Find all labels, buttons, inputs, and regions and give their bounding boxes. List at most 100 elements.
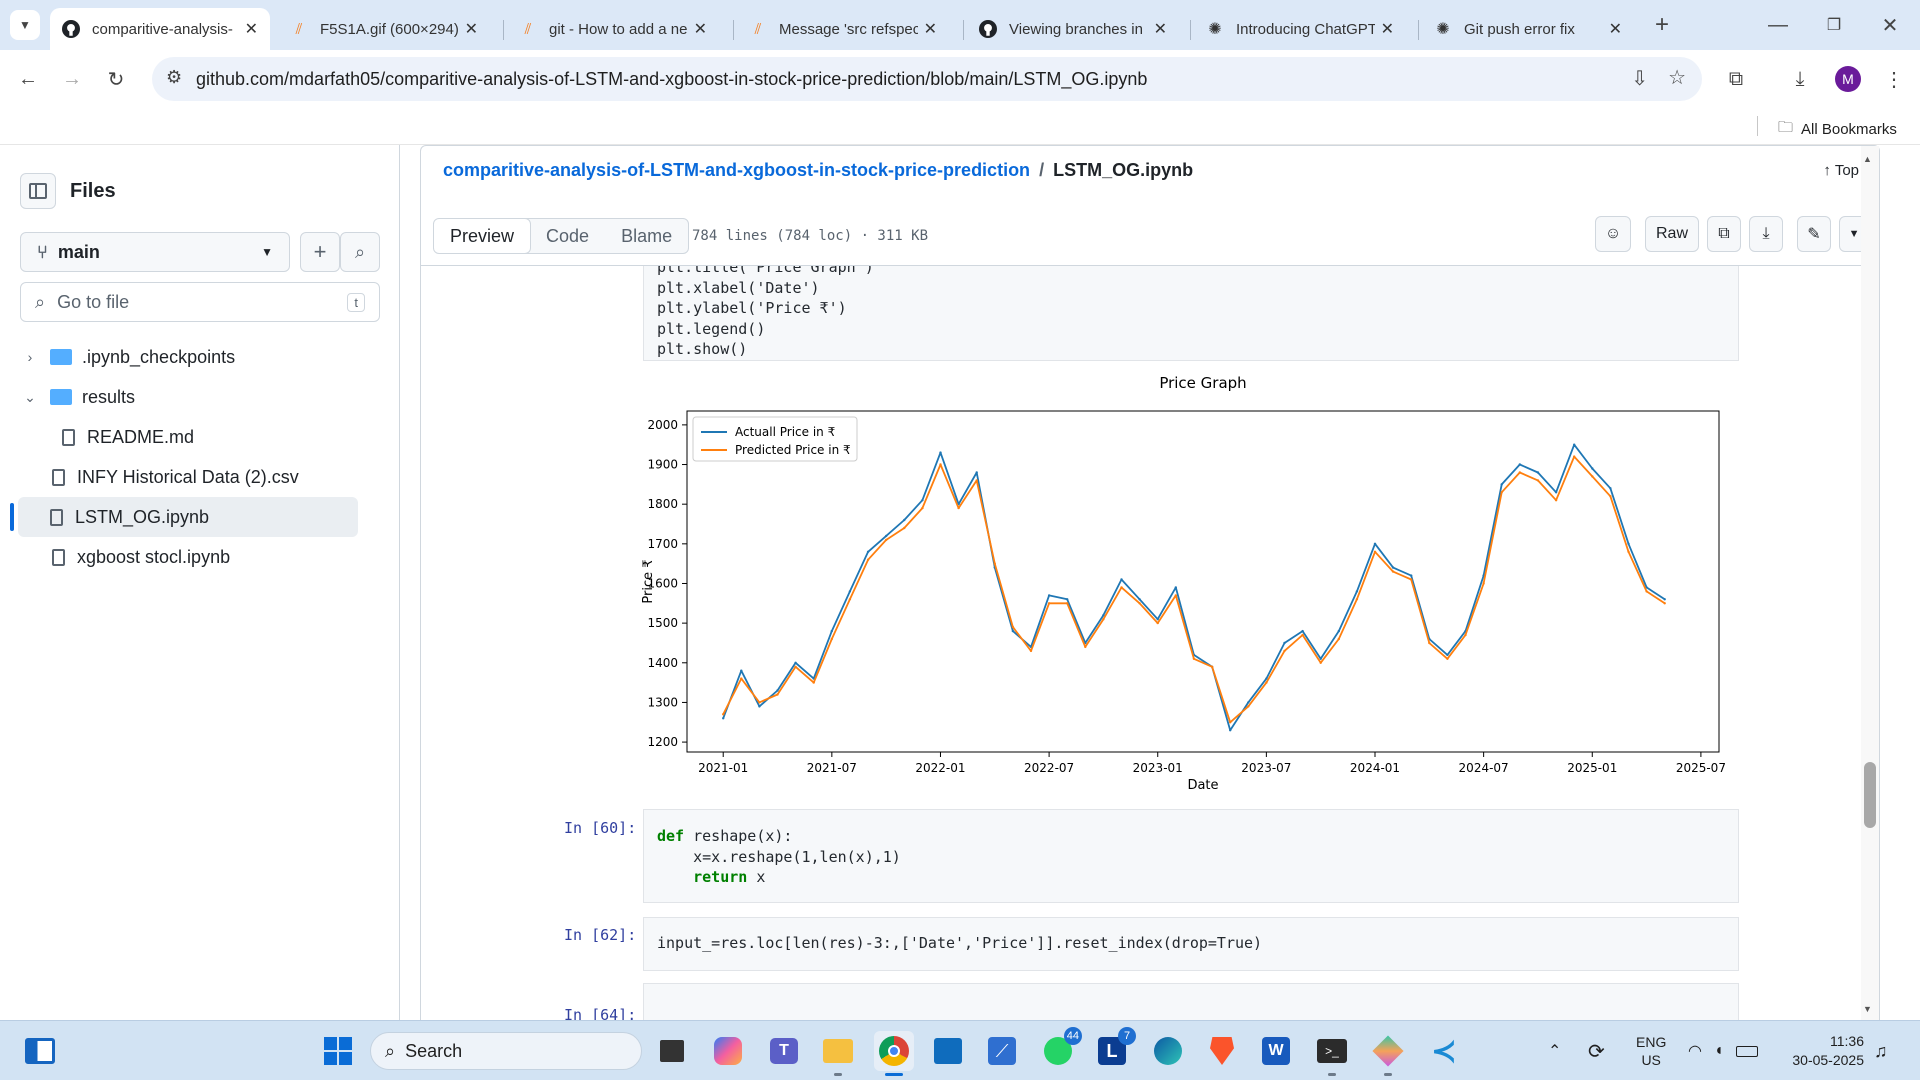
close-tab-icon[interactable]: ✕ xyxy=(244,21,258,38)
top-button[interactable]: ↑ Top xyxy=(1823,162,1859,179)
site-info-icon[interactable]: ⚙ xyxy=(166,67,183,87)
profile-button[interactable]: M xyxy=(1832,63,1864,95)
tab-git-add[interactable]: ⫽ git - How to add a ne ✕ xyxy=(507,8,719,50)
show-hidden-icons[interactable]: ⌃ xyxy=(1548,1021,1561,1081)
tree-item-xgboost[interactable]: xgboost stocl.ipynb xyxy=(0,537,400,577)
app-launcher[interactable]: ⟋ xyxy=(982,1031,1022,1071)
edge-icon xyxy=(1154,1037,1182,1065)
data-point-1 xyxy=(1663,598,1666,601)
branch-selector[interactable]: ⑂ main ▼ xyxy=(20,232,290,272)
x-tick-label: 2024-07 xyxy=(1459,761,1509,775)
close-window-button[interactable]: ✕ xyxy=(1874,9,1906,41)
x-axis-label: Date xyxy=(1187,778,1218,793)
whatsapp-app[interactable]: 44 xyxy=(1038,1027,1082,1071)
extensions-button[interactable]: ⧉ xyxy=(1720,63,1752,95)
tab-search-button[interactable]: ▼ xyxy=(10,10,40,40)
data-point-1 xyxy=(758,705,761,708)
bookmark-star-icon[interactable]: ☆ xyxy=(1668,67,1686,89)
close-tab-icon[interactable]: ✕ xyxy=(923,21,937,38)
install-app-icon[interactable]: ⇩ xyxy=(1631,68,1648,90)
download-raw-button[interactable]: ⤓ xyxy=(1749,216,1783,252)
close-tab-icon[interactable]: ✕ xyxy=(464,21,478,38)
terminal-app[interactable]: >_ xyxy=(1312,1031,1352,1076)
go-to-file-input[interactable]: ⌕ Go to file t xyxy=(20,282,380,322)
sync-status[interactable]: ⟳ xyxy=(1588,1021,1605,1081)
close-tab-icon[interactable]: ✕ xyxy=(1380,21,1394,38)
data-point-2 xyxy=(1373,550,1377,553)
tree-item-ipynb-checkpoints[interactable]: › .ipynb_checkpoints xyxy=(0,337,400,377)
cell-prompt: In [62]: xyxy=(564,926,637,944)
tab-git-push-error[interactable]: ✺ Git push error fix ✕ xyxy=(1422,8,1634,50)
tab-preview[interactable]: Preview xyxy=(434,219,532,253)
widgets-button[interactable] xyxy=(20,1031,60,1071)
address-bar[interactable]: ⚙ github.com/mdarfath05/comparitive-anal… xyxy=(152,57,1702,101)
tree-item-infy-csv[interactable]: INFY Historical Data (2).csv xyxy=(0,457,400,497)
downloads-button[interactable]: ⤓ xyxy=(1784,63,1816,95)
data-point-2 xyxy=(1102,618,1105,621)
copy-raw-button[interactable]: ⧉ xyxy=(1707,216,1741,252)
tab-gif[interactable]: ⫽ F5S1A.gif (600×294) ✕ xyxy=(278,8,490,50)
scrollbar-thumb[interactable] xyxy=(1864,762,1876,828)
tab-github-repo[interactable]: comparitive-analysis- ✕ xyxy=(50,8,270,50)
tab-introducing-chatgpt[interactable]: ✺ Introducing ChatGPT ✕ xyxy=(1194,8,1406,50)
restore-button[interactable]: ❐ xyxy=(1818,9,1850,41)
search-icon: ⌕ xyxy=(385,1040,396,1061)
reload-button[interactable]: ↻ xyxy=(100,63,132,95)
collapse-sidebar-button[interactable] xyxy=(20,173,56,209)
data-point-1 xyxy=(1319,657,1322,660)
gitkraken-app[interactable] xyxy=(1368,1031,1408,1076)
tab-viewing-branches[interactable]: Viewing branches in ✕ xyxy=(967,8,1179,50)
sidebar-header: Files xyxy=(20,173,116,209)
tree-item-label: results xyxy=(82,386,136,407)
start-button[interactable] xyxy=(318,1031,358,1071)
x-tick-label: 2025-07 xyxy=(1676,761,1726,775)
raw-button[interactable]: Raw xyxy=(1644,216,1699,252)
battery-icon xyxy=(1735,1045,1758,1057)
x-tick-label: 2021-07 xyxy=(807,761,857,775)
all-bookmarks-button[interactable]: 🗀 All Bookmarks xyxy=(1778,117,1897,142)
tab-code[interactable]: Code xyxy=(546,225,590,246)
minimize-button[interactable]: — xyxy=(1762,9,1794,41)
tree-item-results[interactable]: ⌄ results xyxy=(0,377,400,417)
taskbar-search[interactable]: ⌕ Search xyxy=(370,1032,642,1070)
edit-file-button[interactable]: ✎ xyxy=(1797,216,1831,252)
new-tab-button[interactable]: + xyxy=(1646,9,1678,41)
data-point-2 xyxy=(1627,550,1630,553)
repo-link[interactable]: comparitive-analysis-of-LSTM-and-xgboost… xyxy=(443,160,1031,180)
close-tab-icon[interactable]: ✕ xyxy=(1608,21,1622,38)
tree-item-readme[interactable]: README.md xyxy=(0,417,400,457)
search-files-button[interactable]: ⌕ xyxy=(340,232,380,272)
add-file-button[interactable]: + xyxy=(300,232,340,272)
tab-blame[interactable]: Blame xyxy=(621,225,673,246)
tab-src-refspec[interactable]: ⫽ Message 'src refspec ✕ xyxy=(737,8,949,50)
caret-down-icon: ▼ xyxy=(1848,228,1860,240)
stackoverflow-icon: ⫽ xyxy=(524,20,532,38)
data-point-2 xyxy=(1554,499,1558,502)
copilot-app[interactable] xyxy=(708,1031,748,1071)
back-button[interactable]: ← xyxy=(12,63,44,95)
vscode-app[interactable]: ≺ xyxy=(1424,1031,1464,1071)
brave-app[interactable] xyxy=(1202,1031,1242,1071)
close-tab-icon[interactable]: ✕ xyxy=(1153,21,1167,38)
language-indicator[interactable]: ENG US xyxy=(1636,1021,1666,1081)
clock[interactable]: 11:36 30-05-2025 xyxy=(1788,1021,1864,1081)
data-point-1 xyxy=(1011,629,1015,633)
page-scrollbar[interactable]: ▲ ▼ xyxy=(1861,146,1879,1022)
notification-center[interactable]: ♫ xyxy=(1874,1021,1888,1081)
edge-app[interactable] xyxy=(1148,1031,1188,1071)
close-tab-icon[interactable]: ✕ xyxy=(693,21,707,38)
browser-menu-button[interactable]: ⋮ xyxy=(1878,63,1910,95)
diamond-icon xyxy=(1372,1035,1404,1067)
teams-app[interactable]: T xyxy=(764,1031,804,1071)
word-app[interactable]: W xyxy=(1256,1031,1296,1071)
tree-item-lstm-og[interactable]: LSTM_OG.ipynb xyxy=(10,497,358,537)
copilot-button[interactable]: ☺ xyxy=(1594,216,1631,252)
forward-button[interactable]: → xyxy=(56,63,88,95)
quick-settings[interactable]: ◠ ◖ xyxy=(1688,1021,1758,1081)
chrome-app[interactable] xyxy=(874,1031,914,1076)
file-explorer-app[interactable] xyxy=(818,1031,858,1076)
store-app[interactable] xyxy=(928,1031,968,1071)
task-view-button[interactable] xyxy=(652,1031,692,1071)
